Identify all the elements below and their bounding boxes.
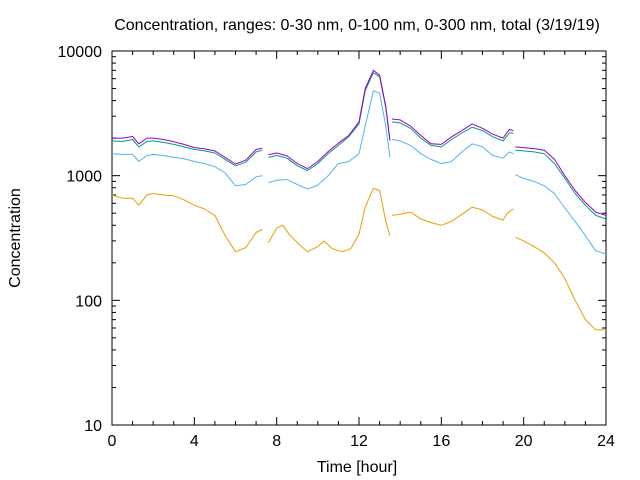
series-1-line [267, 187, 391, 253]
x-tick-label: 4 [190, 433, 199, 450]
series-group [111, 69, 607, 331]
y-tick-label: 10 [84, 418, 102, 435]
x-tick-label: 12 [350, 433, 368, 450]
series-1-line [391, 206, 514, 226]
series-3-line [391, 121, 514, 148]
axis-ticks [111, 50, 607, 426]
series-2-line [391, 139, 514, 165]
x-tick-label: 16 [432, 433, 450, 450]
series-4-line [268, 69, 391, 170]
series-3-line [111, 139, 263, 167]
series-1-line [111, 193, 263, 253]
plot-frame [111, 50, 607, 426]
x-tick-label: 8 [272, 433, 281, 450]
series-3-line [268, 72, 391, 171]
x-tick-label: 0 [108, 433, 117, 450]
series-2-line [268, 90, 391, 190]
axis-tick-labels: 0 4 8 12 16 20 24 10 100 1000 10000 [58, 44, 616, 450]
series-4-line [112, 136, 263, 165]
x-tick-label: 20 [515, 433, 533, 450]
x-tick-label: 24 [597, 433, 615, 450]
x-axis-label: Time [hour] [317, 459, 397, 476]
series-4-line [515, 146, 607, 216]
y-tick-label: 100 [75, 293, 102, 310]
series-4-line [391, 118, 514, 145]
series-1-line [515, 236, 606, 331]
series-2-line [515, 174, 607, 255]
y-axis-label: Concentration [7, 188, 24, 288]
chart-title: Concentration, ranges: 0-30 nm, 0-100 nm… [114, 17, 600, 34]
series-2-line [111, 153, 263, 187]
y-tick-label: 1000 [66, 169, 102, 186]
y-tick-label: 10000 [58, 44, 103, 61]
series-3-line [515, 149, 607, 220]
